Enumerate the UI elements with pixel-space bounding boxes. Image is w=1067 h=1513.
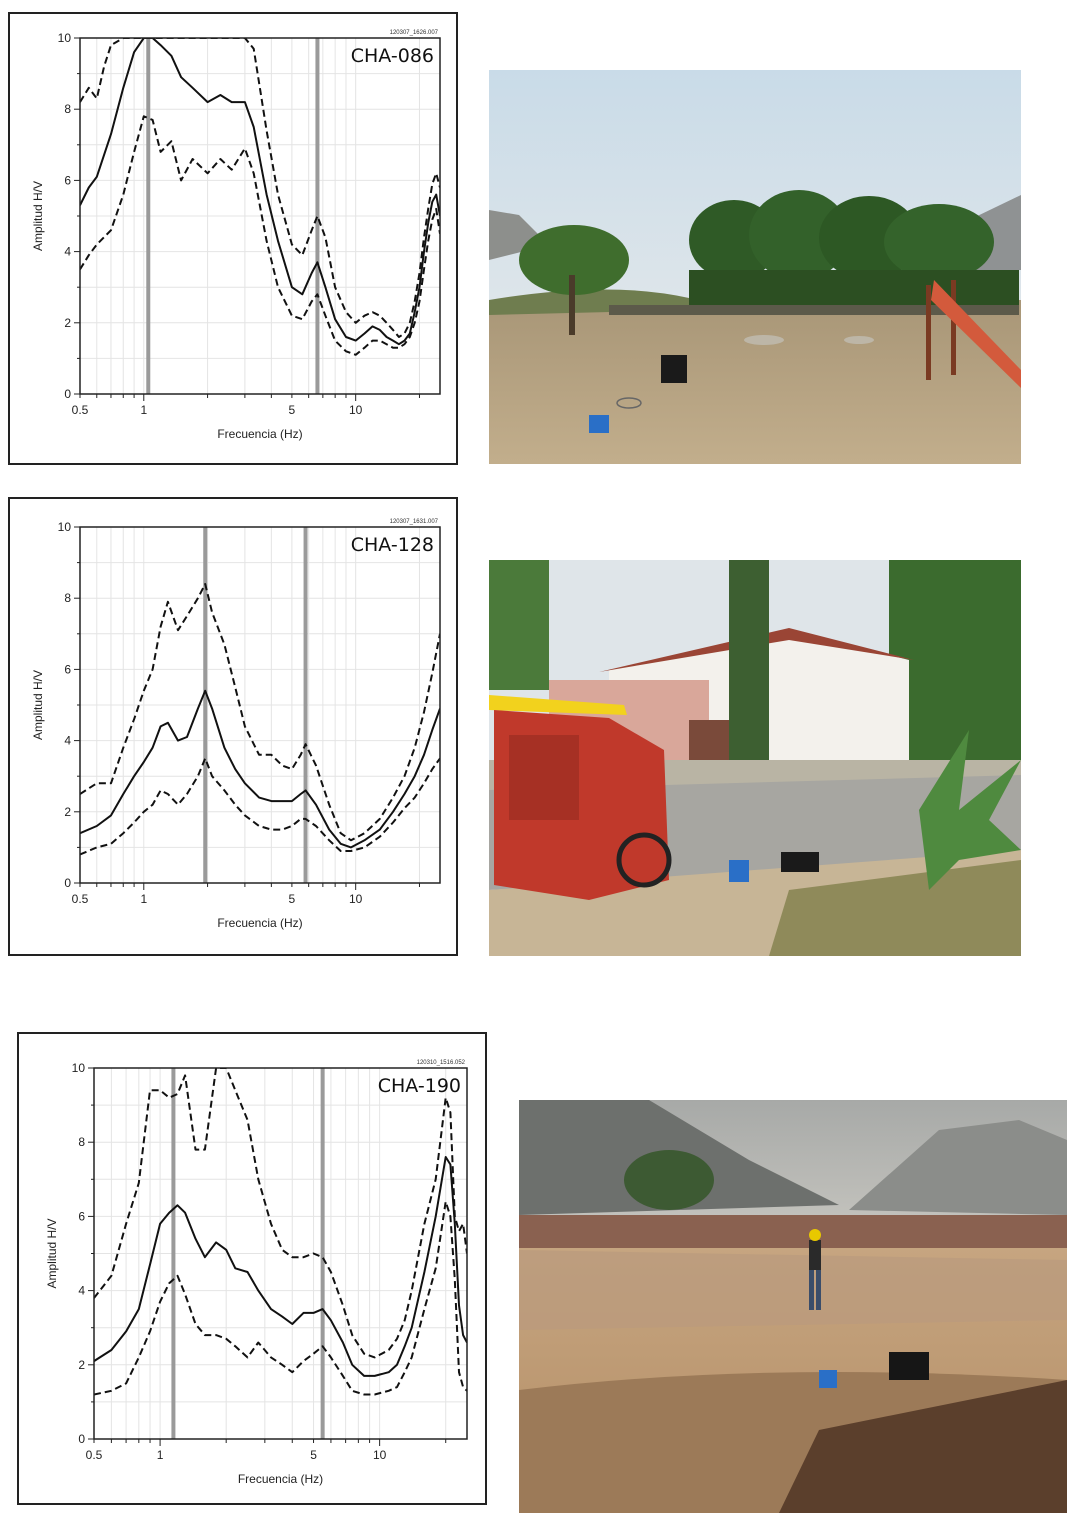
hv-chart-1: 0 2 4 6 8 10 0.5 1 5 10 Frecuencia (Hz) Amplitud H/… bbox=[8, 12, 458, 465]
hv-chart-3: 0 2 4 6 8 10 0.5 1 5 10 Frecuencia (Hz) Amplitud H/… bbox=[17, 1032, 487, 1505]
station-title: CHA-086 bbox=[351, 45, 434, 67]
hv-std-curve bbox=[94, 1068, 467, 1359]
hv-std-curve bbox=[80, 115, 440, 356]
hv-std-curve bbox=[80, 757, 440, 856]
y-tick-label: 2 bbox=[64, 805, 71, 819]
y-tick-label: 4 bbox=[78, 1284, 85, 1298]
station-title: CHA-128 bbox=[351, 534, 434, 556]
field-photo-park bbox=[489, 70, 1021, 464]
hv-std-curve bbox=[94, 1200, 467, 1396]
y-tick-label: 10 bbox=[72, 1061, 86, 1075]
y-axis-title: Amplitud H/V bbox=[45, 1218, 59, 1288]
field-photo-quarry bbox=[519, 1100, 1067, 1513]
hv-chart-2: 0 2 4 6 8 10 0.5 1 5 10 Frecuencia (Hz) Amplitud H/… bbox=[8, 497, 458, 956]
field-photo-quarry-icon bbox=[519, 1100, 1067, 1513]
x-tick-label: 5 bbox=[310, 1448, 317, 1462]
file-code: 120307_1631.007 bbox=[390, 519, 439, 525]
y-tick-label: 2 bbox=[64, 316, 71, 330]
hv-chart-1-svg: 0 2 4 6 8 10 0.5 1 5 10 Frecuencia (Hz) Amplitud H/… bbox=[31, 30, 441, 441]
x-tick-label: 10 bbox=[349, 892, 363, 906]
y-tick-label: 4 bbox=[64, 734, 71, 748]
y-axis-title: Amplitud H/V bbox=[31, 670, 45, 740]
station-title: CHA-190 bbox=[378, 1075, 461, 1097]
y-tick-label: 2 bbox=[78, 1358, 85, 1372]
hv-chart-3-svg: 0 2 4 6 8 10 0.5 1 5 10 Frecuencia (Hz) Amplitud H/… bbox=[45, 1060, 468, 1486]
y-tick-label: 8 bbox=[64, 102, 71, 116]
x-tick-label: 5 bbox=[289, 403, 296, 417]
file-code: 120310_1516.052 bbox=[417, 1060, 466, 1066]
hv-mean-curve bbox=[80, 689, 440, 849]
file-code: 120307_1626.007 bbox=[390, 30, 439, 36]
x-tick-label: 0.5 bbox=[86, 1448, 103, 1462]
y-axis-title: Amplitud H/V bbox=[31, 181, 45, 251]
y-tick-label: 8 bbox=[64, 591, 71, 605]
x-tick-label: 10 bbox=[349, 403, 363, 417]
y-tick-label: 4 bbox=[64, 245, 71, 259]
y-tick-label: 0 bbox=[78, 1432, 85, 1446]
y-tick-label: 10 bbox=[58, 520, 72, 534]
hv-mean-curve bbox=[94, 1156, 467, 1377]
x-tick-label: 1 bbox=[140, 403, 147, 417]
y-tick-label: 6 bbox=[64, 662, 71, 676]
x-axis-title: Frecuencia (Hz) bbox=[238, 1472, 323, 1486]
field-photo-street-icon bbox=[489, 560, 1021, 956]
grid bbox=[79, 37, 440, 395]
x-axis-title: Frecuencia (Hz) bbox=[217, 427, 302, 441]
x-tick-label: 10 bbox=[373, 1448, 387, 1462]
y-tick-label: 10 bbox=[58, 31, 72, 45]
y-tick-label: 8 bbox=[78, 1135, 85, 1149]
hv-std-curve bbox=[80, 583, 440, 842]
x-tick-label: 5 bbox=[289, 892, 296, 906]
x-tick-label: 1 bbox=[140, 892, 147, 906]
y-tick-label: 0 bbox=[64, 387, 71, 401]
x-tick-label: 0.5 bbox=[72, 403, 89, 417]
y-tick-label: 0 bbox=[64, 876, 71, 890]
hv-mean-curve bbox=[80, 38, 440, 346]
hv-chart-2-svg: 0 2 4 6 8 10 0.5 1 5 10 Frecuencia (Hz) Amplitud H/… bbox=[31, 519, 441, 930]
y-tick-label: 6 bbox=[64, 173, 71, 187]
x-axis-title: Frecuencia (Hz) bbox=[217, 916, 302, 930]
field-photo-park-icon bbox=[489, 70, 1021, 464]
x-tick-label: 0.5 bbox=[72, 892, 89, 906]
y-tick-label: 6 bbox=[78, 1209, 85, 1223]
field-photo-street bbox=[489, 560, 1021, 956]
x-tick-label: 1 bbox=[157, 1448, 164, 1462]
grid bbox=[93, 1067, 467, 1440]
hv-std-curve bbox=[80, 38, 440, 338]
